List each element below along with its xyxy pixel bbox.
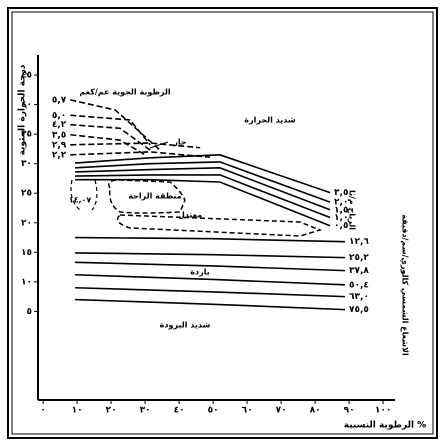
- series-label: ٥,٧: [52, 95, 67, 105]
- annotation: منطقة الراحة: [128, 192, 182, 201]
- x-tick-label: ٥٠: [208, 406, 219, 416]
- x-axis-title: الرطوبة النسبية %: [344, 421, 426, 431]
- series-line: [75, 236, 346, 243]
- y-tick-label: ٣٥: [21, 130, 32, 140]
- series-line: [75, 252, 346, 259]
- annotation: الرياح م/ثا: [348, 190, 357, 230]
- x-tick-label: ٣٠: [140, 406, 151, 416]
- x-tick-label: ١٠٠: [375, 406, 391, 416]
- y-tick-label: ١٥: [21, 248, 32, 258]
- series-label: ٤,٢: [52, 120, 67, 130]
- annotation: حار: [172, 138, 187, 147]
- series-label: ٥,٠: [52, 111, 66, 121]
- annotation: معتدل: [178, 211, 202, 220]
- series-label: ٧٥,٥: [349, 305, 369, 315]
- x-tick-label: ٠: [40, 406, 46, 416]
- y-tick-label: ٥: [27, 307, 33, 317]
- series-label: ٢,٢: [52, 150, 67, 160]
- bracket: [70, 179, 98, 211]
- series-label: ٢,٩: [52, 140, 67, 150]
- annotation: شديد الحرارة: [244, 116, 296, 125]
- moderate-zone: [116, 214, 323, 237]
- x-tick-label: ٨٠: [310, 406, 321, 416]
- series-line: [70, 151, 211, 158]
- x-tick-label: ٤٠: [174, 406, 185, 416]
- x-tick-label: ١٠: [72, 406, 83, 416]
- annotation: ١٤,٠٧: [69, 196, 92, 205]
- series-line: [75, 178, 331, 227]
- series-line: [70, 133, 146, 156]
- series-line: [70, 114, 151, 146]
- series-label: ٠,٥: [334, 221, 348, 231]
- series-label: ١,٠: [334, 213, 348, 223]
- series-line: [70, 99, 161, 151]
- series-label: ٥٠,٤: [349, 280, 369, 290]
- series-label: ١٢,٦: [349, 237, 369, 247]
- series-line: [75, 273, 346, 286]
- frame: [7, 7, 438, 439]
- y-axis-title: درجة الحرارة المئوية: [18, 64, 28, 155]
- series-line: [75, 167, 331, 211]
- y-tick-label: ٢٥: [21, 189, 32, 199]
- series-line: [75, 154, 331, 194]
- series-label: ٢,٠: [334, 198, 348, 208]
- series-line: [75, 286, 346, 298]
- series-line: [75, 261, 346, 272]
- x-tick-label: ٦٠: [242, 406, 253, 416]
- annotation: الرطوبة الجوية غم/كغم: [79, 88, 170, 97]
- inner-frame: [11, 11, 434, 435]
- series-line: [75, 298, 346, 311]
- series-label: ٣٧,٨: [349, 266, 369, 276]
- series-label: ٣,٥: [52, 130, 66, 140]
- y-tick-label: ١٠: [21, 277, 32, 287]
- x-tick-label: ٩٠: [344, 406, 355, 416]
- x-tick-label: ٧٠: [276, 406, 287, 416]
- series-line: [70, 142, 201, 149]
- y-tick-label: ٢٠: [21, 218, 32, 228]
- y-tick-label: ٤٠: [21, 100, 32, 110]
- series-line: [75, 161, 331, 203]
- arrow: [149, 141, 169, 149]
- y-tick-label: ٤٥: [21, 71, 32, 81]
- series-line: [70, 123, 151, 151]
- series-label: ١,٥: [334, 205, 348, 215]
- series-label: ٢٥,٢: [349, 253, 369, 263]
- annotation: شديد البرودة: [160, 321, 211, 330]
- annotation: الاشعاع الشمسي كالوري/سم/دقيقة: [401, 214, 410, 356]
- y-tick-label: ٣٠: [21, 159, 32, 169]
- series-label: ٦٣,٠: [349, 292, 369, 302]
- series-label: ٣,٥: [334, 188, 348, 198]
- series-line: [75, 174, 331, 219]
- annotation: باردة: [190, 268, 209, 277]
- x-tick-label: ٢٠: [106, 406, 117, 416]
- comfort-zone: [108, 179, 186, 214]
